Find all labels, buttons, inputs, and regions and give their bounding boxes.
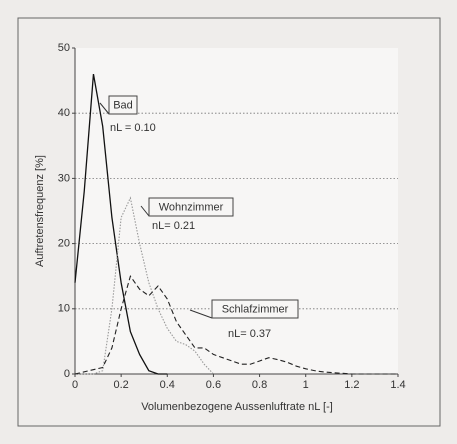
x-tick-label: 0 <box>72 379 78 391</box>
x-tick-label: 0.2 <box>113 379 128 391</box>
x-tick-label: 0.8 <box>252 379 267 391</box>
y-tick-label: 0 <box>64 368 70 380</box>
annotation-text: nL = 0.10 <box>110 122 156 134</box>
leader-line <box>99 102 110 115</box>
x-tick-label: 1 <box>303 379 309 391</box>
annotation-label: Schlafzimmer <box>222 303 289 315</box>
annotation-box <box>108 95 138 115</box>
annotation-box <box>148 197 234 217</box>
leader-line <box>189 309 213 319</box>
y-tick-label: 50 <box>58 42 70 54</box>
annotation-box <box>211 299 299 319</box>
x-tick-label: 0.6 <box>206 379 221 391</box>
y-tick-label: 40 <box>58 107 70 119</box>
y-tick-label: 20 <box>58 238 70 250</box>
annotation-text: nL= 0.37 <box>228 328 271 340</box>
y-axis-label: Auftretensfrequenz [%] <box>34 155 46 267</box>
series-line <box>75 196 214 375</box>
annotation-label: Wohnzimmer <box>159 201 224 213</box>
annotation-label: Bad <box>113 99 133 111</box>
x-tick-label: 0.4 <box>160 379 175 391</box>
y-tick-label: 30 <box>58 172 70 184</box>
leader-line <box>140 205 150 217</box>
x-tick-label: 1.4 <box>390 379 405 391</box>
x-tick-label: 1.2 <box>344 379 359 391</box>
x-axis-label: Volumenbezogene Aussenluftrate nL [-] <box>141 401 333 413</box>
series-line <box>74 73 168 375</box>
series-line <box>74 274 398 375</box>
annotation-text: nL= 0.21 <box>152 220 195 232</box>
y-tick-label: 10 <box>58 303 70 315</box>
